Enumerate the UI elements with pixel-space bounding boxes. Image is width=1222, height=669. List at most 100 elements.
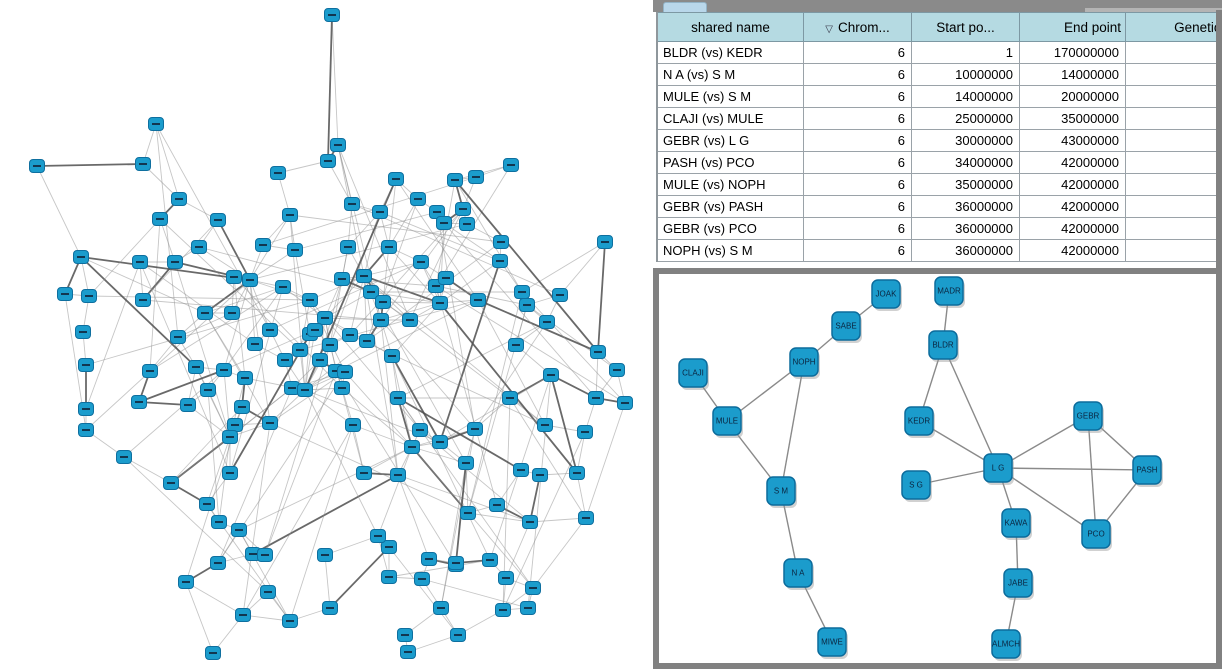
network-edge [304,389,379,537]
network-edge [344,371,413,448]
node-label-smudge [499,609,507,611]
network-edge [264,344,331,556]
subgraph-node-MIWE[interactable] [817,627,847,657]
node-label-smudge [442,277,450,279]
node-label: PASH [1136,466,1157,475]
network-canvas-main[interactable] [0,0,653,669]
network-edge [391,302,441,357]
subgraph-node-JOAK[interactable] [871,279,901,309]
cell-value: 5.9 [1125,107,1222,130]
network-edge [149,218,161,372]
node-label-smudge [139,299,147,301]
node-label-smudge [286,214,294,216]
scrollbar-fragment[interactable] [1085,8,1222,12]
node-label-smudge [348,203,356,205]
node-label-smudge [226,472,234,474]
cell-shared-name: GEBR (vs) L G [656,129,804,152]
subgraph-node-SM[interactable] [766,476,796,506]
node-label-smudge [301,389,309,391]
table-row[interactable]: GEBR (vs) PASH636000000420000008.9 [656,195,1222,218]
subgraph-edge-BLDR-LG [942,344,999,469]
network-edge [335,299,479,372]
column-header-sharedname[interactable]: shared name [656,12,804,42]
subgraph-node-JABE[interactable] [1003,568,1033,598]
table-row[interactable]: PASH (vs) PCO6340000004200000011.4 [656,151,1222,174]
node-label-smudge [266,329,274,331]
node-label-smudge [418,578,426,580]
subgraph-node-SG[interactable] [901,470,931,500]
node-label-smudge [346,334,354,336]
network-edge [397,474,531,523]
node-label-smudge [506,397,514,399]
cell-value: 6 [803,129,912,152]
network-edge [159,218,176,263]
table-row[interactable]: N A (vs) S M610000000140000006.6 [656,63,1222,86]
subgraph-node-MULE[interactable] [712,406,742,436]
node-label-smudge [182,581,190,583]
subgraph-node-NOPH[interactable] [789,347,819,377]
node-label-smudge [385,546,393,548]
network-edge [329,246,349,346]
subgraph-node-SABE[interactable] [831,311,861,341]
node-label-smudge [493,504,501,506]
node-label: BLDR [932,341,954,350]
cell-value: 1 [911,41,1020,64]
subgraph-node-NA[interactable] [783,558,813,588]
main-network-svg[interactable] [0,0,653,669]
subgraph-node-PASH[interactable] [1132,455,1162,485]
table-row[interactable]: MULE (vs) NOPH6350000004200000010.5 [656,173,1222,196]
subgraph-node-KEDR[interactable] [904,406,934,436]
network-edge [217,219,251,281]
node-label-smudge [209,652,217,654]
node-label-smudge [296,349,304,351]
node-label-smudge [334,144,342,146]
subgraph-node-BLDR[interactable] [928,330,958,360]
column-header-genetic[interactable]: Genetic... [1125,12,1222,42]
subgraph-node-PCO[interactable] [1081,519,1111,549]
node-label-smudge [496,260,504,262]
cell-value: 30000000 [911,129,1020,152]
node-label-smudge [326,344,334,346]
subgraph-node-KAWA[interactable] [1001,508,1031,538]
node-label-smudge [401,634,409,636]
subgraph-node-ALMCH[interactable] [991,629,1021,659]
table-row[interactable]: MULE (vs) S M614000000200000007.5 [656,85,1222,108]
table-row[interactable]: BLDR (vs) KEDR61170000000192.0 [656,41,1222,64]
network-edge [467,512,531,523]
network-edge [138,401,189,406]
node-label-smudge [526,521,534,523]
network-edge [435,285,498,506]
subgraph-node-CLAJI[interactable] [678,358,708,388]
header-row: shared name ▽ Chrom... Start po... End point… [656,12,1222,42]
table-row[interactable]: GEBR (vs) L G6300000004300000016.9 [656,129,1222,152]
node-label-smudge [332,370,340,372]
network-edge [155,123,180,200]
column-header-startpo[interactable]: Start po... [911,12,1020,42]
filter-funnel-icon[interactable]: ▽ [825,23,833,35]
subgraph-node-LG[interactable] [983,453,1013,483]
table-row[interactable]: CLAJI (vs) MULE625000000350000005.9 [656,107,1222,130]
node-label-smudge [377,319,385,321]
node-label-smudge [136,261,144,263]
table-row[interactable]: GEBR (vs) PCO636000000420000008.4 [656,217,1222,240]
node-label-smudge [174,336,182,338]
subgraph-svg[interactable]: JOAK SABE NOPH CLAJI MULE S M N A MIWE MADR BLDR K… [659,274,1216,663]
network-edge [527,374,552,609]
subgraph-node-GEBR[interactable] [1073,401,1103,431]
cell-value: 6 [803,41,912,64]
column-header-chrom[interactable]: ▽ Chrom... [803,12,912,42]
network-canvas-subgraph[interactable]: JOAK SABE NOPH CLAJI MULE S M N A MIWE MADR BLDR K… [653,268,1222,669]
subgraph-node-MADR[interactable] [934,276,964,306]
node-label-smudge [235,529,243,531]
node-label-smudge [408,446,416,448]
panel-tab-fragment[interactable] [663,2,707,12]
node-label-smudge [406,319,414,321]
node-label-smudge [463,223,471,225]
network-edge [80,256,197,368]
node-label: S M [774,487,789,496]
network-edge [88,218,161,297]
column-header-endpoint[interactable]: End point [1019,12,1126,42]
table-row[interactable]: NOPH (vs) S M636000000420000009.9 [656,239,1222,262]
node-label-smudge [613,369,621,371]
node-label-smudge [524,607,532,609]
